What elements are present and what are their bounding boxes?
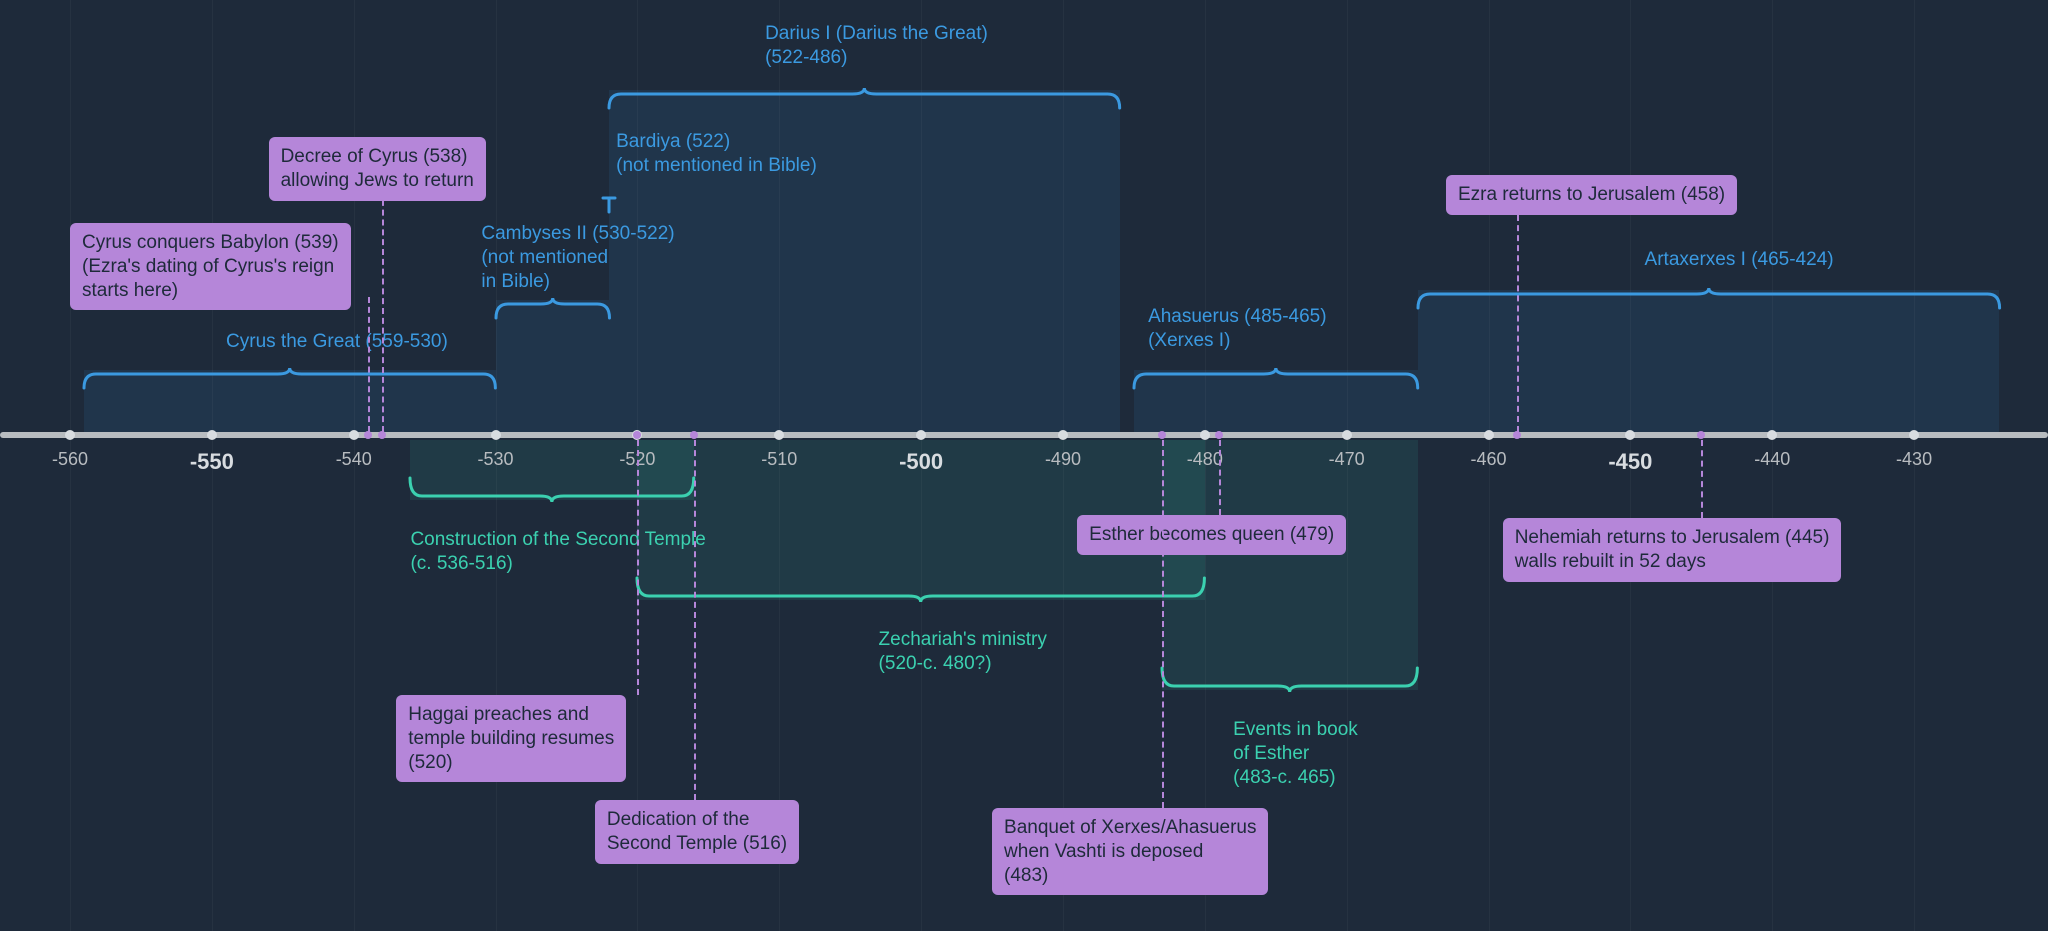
event-box-cyrus-conquers: Cyrus conquers Babylon (539) (Ezra's dat…	[70, 223, 351, 310]
tick-label: -500	[899, 449, 943, 475]
event-dot-ezra-returns	[1513, 431, 1521, 439]
event-dot-haggai	[633, 431, 641, 439]
event-dot-nehemiah	[1697, 431, 1705, 439]
event-dot-banquet	[1158, 431, 1166, 439]
event-leader-ezra-returns	[1517, 205, 1519, 432]
tick-dot	[207, 430, 217, 440]
event-leader-haggai	[637, 440, 639, 695]
event-leader-dedication	[694, 440, 696, 800]
bible-label-second-temple: Construction of the Second Temple (c. 53…	[410, 528, 705, 576]
event-leader-nehemiah	[1701, 440, 1703, 518]
tick-label: -450	[1608, 449, 1652, 475]
event-leader-cyrus-conquers	[368, 297, 370, 432]
tick-dot	[349, 430, 359, 440]
tick-label: -510	[761, 449, 797, 470]
brace-darius	[609, 90, 1120, 114]
timeline-axis	[0, 432, 2048, 438]
king-label-cyrus: Cyrus the Great (559-530)	[226, 330, 448, 354]
tick-dot	[65, 430, 75, 440]
tick-dot	[1058, 430, 1068, 440]
tick-label: -540	[336, 449, 372, 470]
tick-dot	[491, 430, 501, 440]
tick-dot	[774, 430, 784, 440]
brace-second-temple	[410, 478, 694, 502]
brace-zechariah	[637, 578, 1204, 602]
king-label-darius: Darius I (Darius the Great) (522-486)	[765, 22, 988, 70]
tick-dot	[1767, 430, 1777, 440]
tick-dot	[1909, 430, 1919, 440]
brace-cambyses	[496, 300, 609, 324]
event-dot-esther-queen	[1215, 431, 1223, 439]
event-box-decree-cyrus: Decree of Cyrus (538) allowing Jews to r…	[269, 137, 486, 201]
tick-label: -560	[52, 449, 88, 470]
tick-label: -480	[1187, 449, 1223, 470]
bible-label-esther: Events in book of Esther (483-c. 465)	[1233, 718, 1358, 789]
event-box-ezra-returns: Ezra returns to Jerusalem (458)	[1446, 175, 1737, 215]
point-marker-bardiya_point	[601, 196, 617, 214]
king-label-ahasuerus: Ahasuerus (485-465) (Xerxes I)	[1148, 305, 1327, 353]
event-dot-cyrus-conquers	[364, 431, 372, 439]
event-box-dedication: Dedication of the Second Temple (516)	[595, 800, 799, 864]
event-box-nehemiah: Nehemiah returns to Jerusalem (445) wall…	[1503, 518, 1842, 582]
tick-dot	[916, 430, 926, 440]
brace-esther	[1162, 668, 1417, 692]
bible-label-zechariah: Zechariah's ministry (520-c. 480?)	[879, 628, 1047, 676]
brace-cyrus	[84, 370, 495, 394]
brace-artaxerxes	[1418, 290, 2000, 314]
tick-dot	[1625, 430, 1635, 440]
tick-dot	[1200, 430, 1210, 440]
event-box-haggai: Haggai preaches and temple building resu…	[396, 695, 626, 782]
event-dot-decree-cyrus	[378, 431, 386, 439]
tick-dot	[1342, 430, 1352, 440]
event-box-banquet: Banquet of Xerxes/Ahasuerus when Vashti …	[992, 808, 1268, 895]
tick-dot	[1484, 430, 1494, 440]
tick-label: -490	[1045, 449, 1081, 470]
event-leader-banquet	[1162, 440, 1164, 808]
king-label-artaxerxes: Artaxerxes I (465-424)	[1645, 248, 1834, 272]
tick-label: -440	[1754, 449, 1790, 470]
tick-label: -530	[478, 449, 514, 470]
tick-label: -550	[190, 449, 234, 475]
king-label-bardiya_point: Bardiya (522) (not mentioned in Bible)	[616, 130, 817, 178]
tick-label: -460	[1471, 449, 1507, 470]
event-box-esther-queen: Esther becomes queen (479)	[1077, 515, 1346, 555]
tick-label: -430	[1896, 449, 1932, 470]
brace-ahasuerus	[1134, 370, 1418, 394]
king-label-cambyses: Cambyses II (530-522) (not mentioned in …	[481, 222, 674, 293]
event-leader-esther-queen	[1219, 440, 1221, 515]
event-dot-dedication	[690, 431, 698, 439]
bible-range-fill-esther	[1162, 440, 1417, 690]
event-leader-decree-cyrus	[382, 190, 384, 432]
tick-label: -470	[1329, 449, 1365, 470]
